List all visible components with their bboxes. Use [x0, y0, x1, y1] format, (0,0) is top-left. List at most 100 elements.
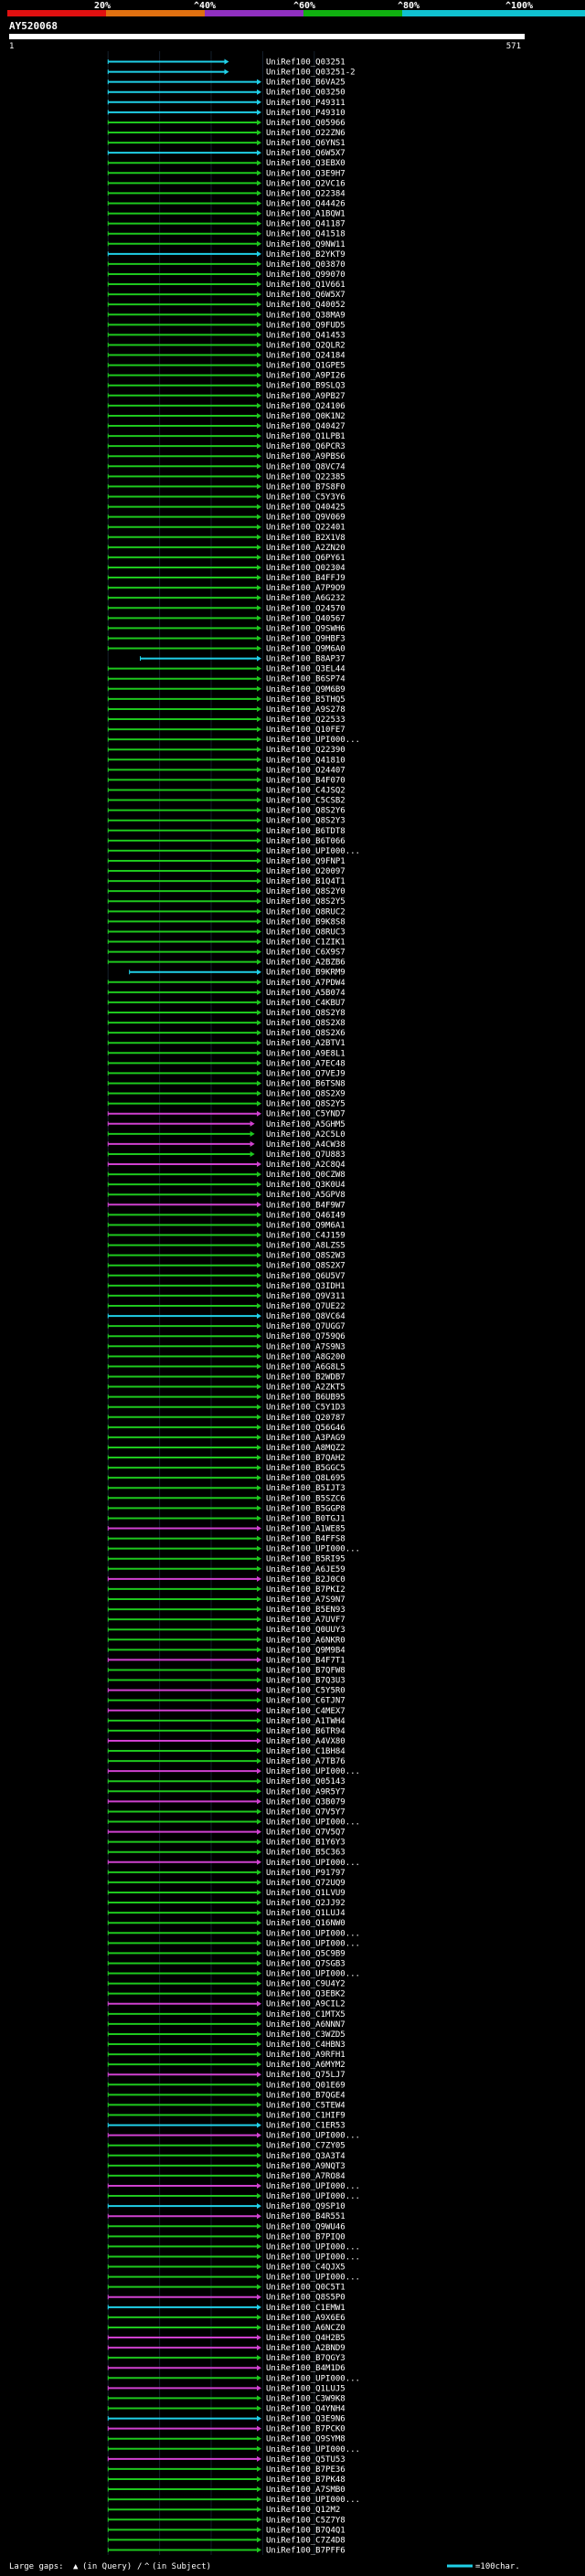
hit-label[interactable]: UniRef100_C4KBU7 — [266, 999, 346, 1008]
hit-label[interactable]: UniRef100_P49311 — [266, 99, 346, 108]
hit-label[interactable]: UniRef100_B4F9W7 — [266, 1201, 346, 1210]
hit-label[interactable]: UniRef100_A2C5L0 — [266, 1130, 346, 1140]
hit-label[interactable]: UniRef100_Q22384 — [266, 189, 346, 198]
hit-label[interactable]: UniRef100_B7PK48 — [266, 2475, 346, 2485]
hit-label[interactable]: UniRef100_Q9SYM8 — [266, 2435, 346, 2444]
hit-label[interactable]: UniRef100_B7PIQ0 — [266, 2232, 346, 2242]
hit-label[interactable]: UniRef100_Q41518 — [266, 230, 346, 239]
hit-label[interactable]: UniRef100_UPI000... — [266, 1859, 360, 1868]
hit-label[interactable]: UniRef100_B7Q3U3 — [266, 1677, 346, 1686]
hit-label[interactable]: UniRef100_Q3EL44 — [266, 665, 346, 674]
hit-label[interactable]: UniRef100_Q8S2Y8 — [266, 1009, 346, 1018]
hit-label[interactable]: UniRef100_Q03250 — [266, 89, 346, 98]
hit-label[interactable]: UniRef100_A6NCZ0 — [266, 2324, 346, 2333]
hit-label[interactable]: UniRef100_Q03251-2 — [266, 69, 356, 78]
hit-label[interactable]: UniRef100_Q6PY61 — [266, 554, 346, 563]
hit-label[interactable]: UniRef100_A4CW38 — [266, 1140, 346, 1150]
hit-label[interactable]: UniRef100_B0TGJ1 — [266, 1514, 346, 1523]
hit-label[interactable]: UniRef100_Q75LJ7 — [266, 2071, 346, 2080]
hit-label[interactable]: UniRef100_Q3A3T4 — [266, 2152, 346, 2161]
hit-label[interactable]: UniRef100_UPI000... — [266, 2445, 360, 2454]
hit-label[interactable]: UniRef100_Q05143 — [266, 1777, 346, 1786]
hit-label[interactable]: UniRef100_Q6U5V7 — [266, 1272, 346, 1281]
hit-label[interactable]: UniRef100_Q8S2Y3 — [266, 817, 346, 826]
hit-label[interactable]: UniRef100_Q9WU46 — [266, 2222, 346, 2231]
hit-label[interactable]: UniRef100_A1BQW1 — [266, 210, 346, 219]
hit-label[interactable]: UniRef100_UPI000... — [266, 2192, 360, 2201]
hit-label[interactable]: UniRef100_Q9NW11 — [266, 240, 346, 249]
hit-label[interactable]: UniRef100_B7S8F0 — [266, 482, 346, 492]
hit-label[interactable]: UniRef100_A7UVF7 — [266, 1616, 346, 1625]
hit-label[interactable]: UniRef100_Q6YNS1 — [266, 139, 346, 148]
hit-label[interactable]: UniRef100_Q24106 — [266, 402, 346, 411]
hit-label[interactable]: UniRef100_Q12M2 — [266, 2506, 340, 2515]
hit-label[interactable]: UniRef100_A6JE59 — [266, 1565, 346, 1574]
hit-label[interactable]: UniRef100_Q41453 — [266, 331, 346, 340]
hit-label[interactable]: UniRef100_Q0C5T1 — [266, 2284, 346, 2293]
hit-label[interactable]: UniRef100_Q1V661 — [266, 281, 346, 290]
hit-label[interactable]: UniRef100_Q56G46 — [266, 1424, 346, 1433]
hit-label[interactable]: UniRef100_Q6PCR3 — [266, 442, 346, 451]
hit-label[interactable]: UniRef100_O22ZN6 — [266, 129, 346, 138]
hit-label[interactable]: UniRef100_A9PBS6 — [266, 452, 346, 461]
hit-label[interactable]: UniRef100_Q8L695 — [266, 1474, 346, 1483]
hit-label[interactable]: UniRef100_A8LZS5 — [266, 1242, 346, 1251]
hit-label[interactable]: UniRef100_C4HBN3 — [266, 2041, 346, 2050]
hit-label[interactable]: UniRef100_Q8S2X9 — [266, 1090, 346, 1099]
hit-label[interactable]: UniRef100_Q99070 — [266, 270, 346, 280]
hit-label[interactable]: UniRef100_A7TB76 — [266, 1757, 346, 1766]
hit-label[interactable]: UniRef100_A7RO84 — [266, 2172, 346, 2181]
hit-label[interactable]: UniRef100_A9E8L1 — [266, 1049, 346, 1058]
hit-label[interactable]: UniRef100_Q40052 — [266, 301, 346, 310]
hit-label[interactable]: UniRef100_C5TEW4 — [266, 2101, 346, 2110]
hit-label[interactable]: UniRef100_A9X6E6 — [266, 2314, 346, 2323]
hit-label[interactable]: UniRef100_UPI000... — [266, 847, 360, 856]
hit-label[interactable]: UniRef100_Q0UUY3 — [266, 1626, 346, 1635]
hit-label[interactable]: UniRef100_B6T066 — [266, 837, 346, 846]
hit-label[interactable]: UniRef100_Q6W5X7 — [266, 291, 346, 300]
hit-label[interactable]: UniRef100_A6MYM2 — [266, 2061, 346, 2070]
hit-label[interactable]: UniRef100_Q3E9N6 — [266, 2415, 346, 2424]
hit-label[interactable]: UniRef100_A5B074 — [266, 989, 346, 998]
hit-label[interactable]: UniRef100_UPI000... — [266, 1970, 360, 1979]
hit-label[interactable]: UniRef100_A2C8Q4 — [266, 1161, 346, 1170]
hit-label[interactable]: UniRef100_B4FFS8 — [266, 1535, 346, 1544]
hit-label[interactable]: UniRef100_C4MEX7 — [266, 1707, 346, 1716]
hit-label[interactable]: UniRef100_Q8VC74 — [266, 462, 346, 472]
hit-label[interactable]: UniRef100_B4R551 — [266, 2212, 346, 2221]
hit-label[interactable]: UniRef100_B5SZC6 — [266, 1494, 346, 1503]
hit-label[interactable]: UniRef100_Q8S2Y5 — [266, 897, 346, 906]
hit-label[interactable]: UniRef100_C9U4Y2 — [266, 1980, 346, 1989]
hit-label[interactable]: UniRef100_B5GGC5 — [266, 1464, 346, 1473]
hit-label[interactable]: UniRef100_A7S9N7 — [266, 1595, 346, 1605]
hit-label[interactable]: UniRef100_Q44426 — [266, 199, 346, 208]
hit-label[interactable]: UniRef100_B9KRM9 — [266, 969, 346, 978]
hit-label[interactable]: UniRef100_A7EC48 — [266, 1059, 346, 1068]
hit-label[interactable]: UniRef100_Q41187 — [266, 220, 346, 229]
hit-label[interactable]: UniRef100_Q9M6A1 — [266, 1221, 346, 1230]
hit-label[interactable]: UniRef100_B4FFJ9 — [266, 574, 346, 583]
hit-label[interactable]: UniRef100_UPI000... — [266, 2253, 360, 2262]
hit-label[interactable]: UniRef100_UPI000... — [266, 1545, 360, 1554]
hit-label[interactable]: UniRef100_C1ZIK1 — [266, 938, 346, 948]
hit-label[interactable]: UniRef100_B7QFW8 — [266, 1666, 346, 1675]
hit-label[interactable]: UniRef100_C4J159 — [266, 1232, 346, 1241]
hit-label[interactable]: UniRef100_C1HIF9 — [266, 2112, 346, 2121]
hit-label[interactable]: UniRef100_B1Y6Y3 — [266, 1839, 346, 1848]
hit-label[interactable]: UniRef100_Q24184 — [266, 352, 346, 361]
hit-label[interactable]: UniRef100_Q8S2W3 — [266, 1252, 346, 1261]
hit-label[interactable]: UniRef100_B5THQ5 — [266, 695, 346, 705]
hit-label[interactable]: UniRef100_C5Y5R0 — [266, 1687, 346, 1696]
hit-label[interactable]: UniRef100_Q9M6B9 — [266, 685, 346, 694]
hit-label[interactable]: UniRef100_Q8S2Y0 — [266, 887, 346, 896]
hit-label[interactable]: UniRef100_A5GHM5 — [266, 1120, 346, 1129]
hit-label[interactable]: UniRef100_P49310 — [266, 109, 346, 118]
hit-label[interactable]: UniRef100_Q2QLR2 — [266, 341, 346, 350]
hit-label[interactable]: UniRef100_Q10FE7 — [266, 726, 346, 735]
hit-label[interactable]: UniRef100_A6G232 — [266, 594, 346, 603]
hit-label[interactable]: UniRef100_Q7U883 — [266, 1150, 346, 1160]
hit-label[interactable]: UniRef100_Q8S2Y6 — [266, 807, 346, 816]
hit-label[interactable]: UniRef100_Q7V5Y7 — [266, 1807, 346, 1817]
hit-label[interactable]: UniRef100_C5Y1D3 — [266, 1404, 346, 1413]
hit-label[interactable]: UniRef100_Q46I49 — [266, 1211, 346, 1220]
